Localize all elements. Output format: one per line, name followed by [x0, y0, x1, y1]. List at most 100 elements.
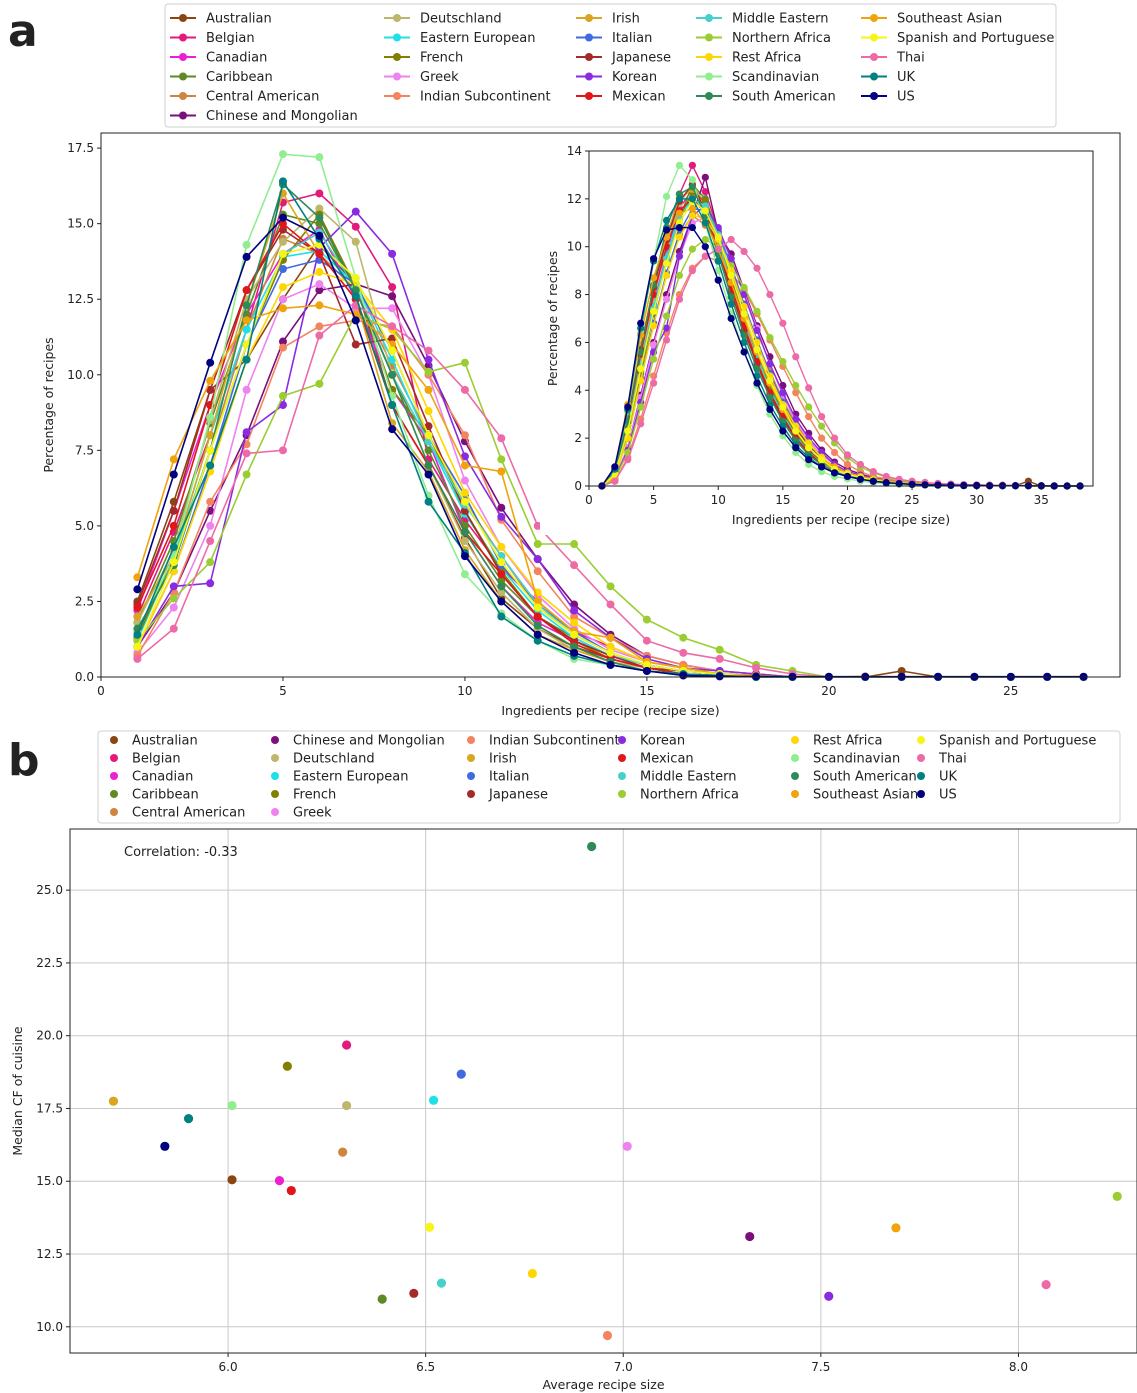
- legend-b-swatch-marker-chinese-and-mongolian: [271, 736, 279, 744]
- inset-point-thai: [637, 420, 645, 428]
- main-point-northern-africa: [206, 558, 215, 567]
- main-point-scandinavian: [242, 240, 251, 249]
- main-point-south-american: [460, 527, 469, 536]
- inset-xtick-label: 35: [1034, 493, 1049, 507]
- main-point-southeast-asian: [315, 301, 324, 310]
- legend-b-swatch-marker-scandinavian: [791, 754, 799, 762]
- legend-b-swatch-marker-australian: [110, 736, 118, 744]
- main-point-spanish-and-portuguese: [388, 346, 397, 355]
- legend-a-label-french: French: [420, 51, 463, 66]
- scatter-y-axis-label: Median CF of cuisine: [10, 1026, 25, 1156]
- main-x-axis-label: Ingredients per recipe (recipe size): [501, 703, 719, 718]
- legend-b-swatch-marker-caribbean: [110, 790, 118, 798]
- legend-a-swatch-marker-irish: [585, 14, 593, 22]
- scatter-xtick-label: 8.0: [1009, 1360, 1028, 1374]
- main-point-us: [679, 671, 688, 680]
- inset-point-uk: [701, 219, 709, 227]
- main-point-greek: [278, 295, 287, 304]
- main-point-korean: [278, 401, 287, 409]
- legend-b-label-eastern-european: Eastern European: [293, 770, 408, 785]
- main-point-indian-subcontinent: [533, 567, 542, 576]
- inset-point-south-american: [637, 348, 645, 356]
- main-point-mexican: [169, 521, 178, 530]
- main-point-irish: [133, 612, 142, 621]
- main-point-thai: [460, 385, 469, 394]
- legend-b-swatch-marker-middle-eastern: [618, 772, 626, 780]
- main-point-northern-africa: [715, 645, 724, 654]
- inset-xtick-label: 25: [904, 493, 919, 507]
- legend-b-label-canadian: Canadian: [132, 770, 193, 785]
- main-point-scandinavian: [315, 153, 324, 162]
- legend-a-label-indian-subcontinent: Indian Subcontinent: [420, 90, 551, 105]
- main-point-chinese-and-mongolian: [315, 286, 324, 295]
- main-point-belgian: [315, 189, 324, 198]
- scatter-point-middle-eastern: [436, 1278, 447, 1288]
- legend-b-swatch-marker-northern-africa: [618, 790, 626, 798]
- main-point-spanish-and-portuguese: [133, 642, 142, 651]
- legend-a-swatch-marker-us: [870, 92, 878, 100]
- inset-point-thai: [675, 295, 684, 303]
- legend-a-label-korean: Korean: [612, 70, 657, 85]
- main-point-us: [497, 597, 506, 606]
- main-point-korean: [460, 452, 469, 461]
- legend-b-label-deutschland: Deutschland: [293, 752, 375, 767]
- inset-point-us: [611, 463, 619, 471]
- main-point-thai: [169, 624, 178, 633]
- main-point-scandinavian: [278, 150, 287, 159]
- legend-a-label-italian: Italian: [612, 31, 652, 46]
- scatter-point-irish: [108, 1096, 119, 1106]
- main-point-southeast-asian: [133, 573, 142, 582]
- main-point-korean: [388, 249, 397, 258]
- main-point-uk: [242, 355, 251, 364]
- scatter-point-japanese: [409, 1288, 419, 1298]
- inset-point-northern-africa: [753, 307, 761, 315]
- legend-a-swatch-marker-mexican: [585, 92, 593, 100]
- main-point-chinese-and-mongolian: [278, 337, 287, 346]
- legend-b-label-us: US: [939, 788, 957, 803]
- main-point-rest-africa: [278, 283, 287, 292]
- main-point-mexican: [315, 249, 324, 258]
- inset-point-us: [934, 481, 942, 489]
- inset-xtick-label: 0: [585, 493, 593, 507]
- main-point-south-american: [388, 370, 397, 379]
- main-point-spanish-and-portuguese: [169, 558, 178, 567]
- main-point-uk: [133, 630, 142, 639]
- legend-b-label-greek: Greek: [293, 806, 332, 821]
- main-point-thai: [715, 654, 724, 663]
- main-point-rest-africa: [315, 268, 324, 277]
- inset-point-spanish-and-portuguese: [753, 346, 761, 354]
- legend-b-label-korean: Korean: [640, 734, 685, 749]
- main-ytick-label: 12.5: [67, 292, 94, 306]
- legend-a-swatch-marker-spanish-and-portuguese: [870, 33, 878, 42]
- legend-a-swatch-marker-canadian: [179, 53, 187, 61]
- inset-frame: [588, 150, 1094, 487]
- inset-point-uk: [727, 300, 735, 308]
- inset-point-spanish-and-portuguese: [662, 259, 671, 268]
- main-ytick-label: 17.5: [67, 141, 94, 155]
- legend-b-label-thai: Thai: [938, 752, 967, 767]
- inset-point-us: [714, 276, 722, 284]
- inset-point-thai: [740, 247, 748, 256]
- main-point-korean: [242, 428, 251, 437]
- main-point-japanese: [169, 506, 178, 515]
- main-point-rest-africa: [497, 543, 506, 552]
- legend-b-swatch-marker-us: [917, 790, 925, 798]
- main-point-south-american: [242, 301, 251, 310]
- inset-point-spanish-and-portuguese: [792, 427, 800, 435]
- legend-a-label-greek: Greek: [420, 70, 459, 85]
- inset-point-thai: [779, 319, 787, 327]
- main-frame: [100, 132, 1121, 678]
- main-point-chinese-and-mongolian: [497, 503, 506, 512]
- inset-ytick-label: 8: [574, 288, 582, 302]
- inset-point-uk: [662, 216, 671, 224]
- main-point-southeast-asian: [278, 304, 287, 313]
- inset-point-thai: [882, 472, 890, 481]
- scatter-point-scandinavian: [227, 1100, 237, 1111]
- legend-a-swatch-marker-eastern-european: [393, 33, 401, 42]
- main-point-korean: [169, 582, 178, 591]
- main-point-mexican: [278, 219, 287, 228]
- legend-b-swatch-marker-central-american: [110, 808, 118, 816]
- main-ytick-label: 7.5: [75, 443, 94, 457]
- main-point-northern-africa: [497, 455, 506, 464]
- main-point-uk: [278, 177, 287, 186]
